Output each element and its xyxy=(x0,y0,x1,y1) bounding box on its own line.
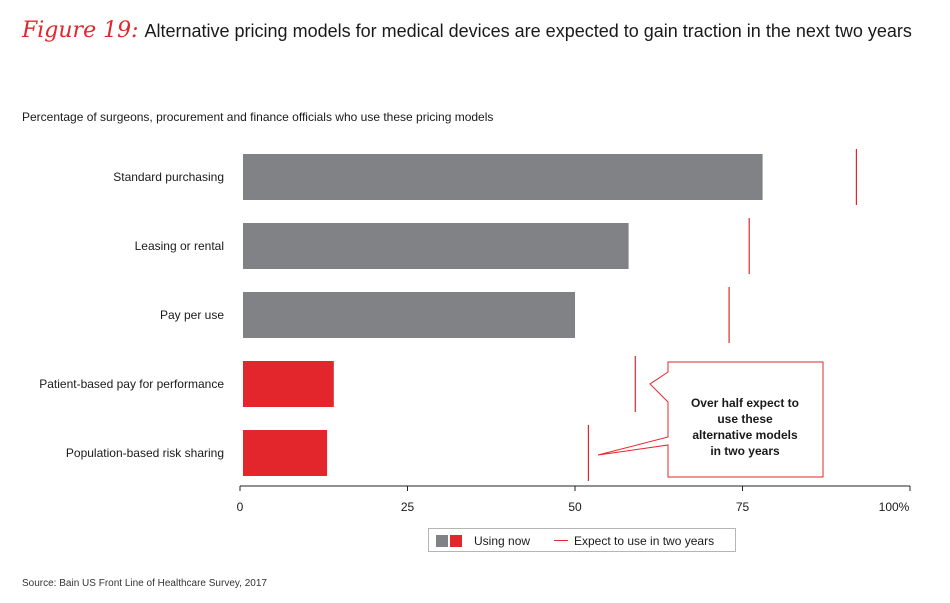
bar-using-now xyxy=(243,223,629,269)
category-label: Patient-based pay for performance xyxy=(39,377,224,391)
figure-label: Figure 19: xyxy=(22,18,139,43)
x-tick-label: 100% xyxy=(879,500,910,514)
legend-swatch-red xyxy=(450,535,462,547)
legend-label-expect: Expect to use in two years xyxy=(574,534,715,548)
callout-text: Over half expect to use these alternative … xyxy=(691,396,799,458)
x-tick-label: 0 xyxy=(237,500,244,514)
category-labels: Standard purchasing Leasing or rental Pay … xyxy=(39,170,224,460)
category-label: Pay per use xyxy=(160,308,224,322)
chart-title: Figure 19: Alternative pricing models for… xyxy=(22,18,922,44)
callout-box xyxy=(597,361,824,478)
markers-expect-two-years xyxy=(587,149,858,481)
source-note: Source: Bain US Front Line of Healthcare… xyxy=(22,578,267,589)
annotation-callout: Over half expect to use these alternative … xyxy=(597,361,824,478)
bar-using-now xyxy=(243,430,328,476)
x-tick-label: 75 xyxy=(736,500,750,514)
legend-label-using-now: Using now xyxy=(474,534,531,548)
chart-title-text: Alternative pricing models for medical d… xyxy=(144,21,912,41)
legend: Using now Expect to use in two years xyxy=(428,528,736,552)
legend-swatch-gray xyxy=(436,535,448,547)
bars-using-now xyxy=(243,154,763,476)
legend-line-marker xyxy=(554,540,568,541)
x-axis-ticks: 0 25 50 75 100% xyxy=(237,486,911,514)
bar-using-now xyxy=(243,292,575,338)
category-label: Population-based risk sharing xyxy=(66,446,224,460)
bar-chart: Standard purchasing Leasing or rental Pay … xyxy=(39,149,911,514)
chart-subtitle: Percentage of surgeons, procurement and … xyxy=(22,110,494,124)
x-tick-label: 50 xyxy=(568,500,582,514)
x-tick-label: 25 xyxy=(401,500,415,514)
category-label: Standard purchasing xyxy=(113,170,224,184)
bar-using-now xyxy=(243,361,334,407)
bar-using-now xyxy=(243,154,763,200)
category-label: Leasing or rental xyxy=(135,239,224,253)
